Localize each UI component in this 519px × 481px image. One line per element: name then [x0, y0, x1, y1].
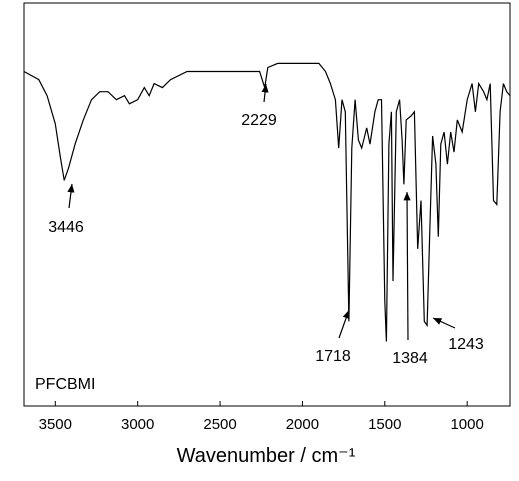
x-tick-label: 2500	[203, 416, 236, 433]
annotation-arrow	[338, 309, 350, 339]
spectrum-line	[23, 62, 511, 342]
annotation-label: 1384	[392, 350, 428, 367]
annotation-arrow	[261, 83, 269, 103]
annotation-label: 3446	[48, 219, 84, 236]
x-axis-label: Wavenumber / cm⁻¹	[177, 445, 356, 467]
annotation-arrow	[403, 191, 411, 341]
annotation-arrow	[67, 183, 75, 209]
annotation-arrow	[432, 317, 456, 329]
x-tick-label: 1500	[368, 416, 401, 433]
annotation-label: 1718	[315, 348, 351, 365]
x-tick-label: 1000	[450, 416, 483, 433]
x-tick-label: 3000	[121, 416, 154, 433]
sample-label: PFCBMI	[35, 376, 95, 393]
plot-frame	[23, 2, 511, 407]
x-tick-label: 2000	[286, 416, 319, 433]
x-tick-label: 3500	[39, 416, 72, 433]
annotation-label: 1243	[448, 336, 484, 353]
annotation-label: 2229	[241, 112, 277, 129]
